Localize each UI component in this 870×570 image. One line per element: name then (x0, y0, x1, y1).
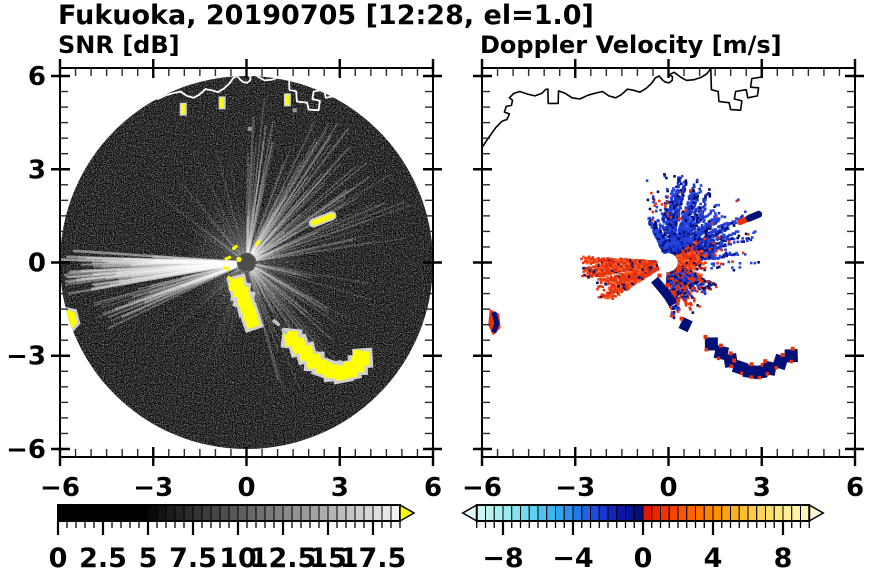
velocity-colorbar-label: −4 (552, 543, 593, 570)
snr-colorbar-label: 12.5 (250, 543, 317, 570)
snr-y-tick-label: 3 (28, 155, 46, 185)
velocity-axes: −6 −3 0 3 6 (462, 59, 864, 503)
snr-panel-title: SNR [dB] (58, 31, 180, 59)
snr-x-tick-label: 3 (331, 473, 349, 503)
velocity-colorbar-label: 4 (704, 543, 723, 570)
velocity-x-tick-label: −6 (462, 473, 502, 503)
snr-colorbar-label: 2.5 (79, 543, 127, 570)
snr-x-tick-label: 0 (237, 473, 255, 503)
velocity-colorbar-label: 8 (774, 543, 793, 570)
snr-x-tick-label: 6 (424, 473, 442, 503)
snr-axes: −6 −3 0 3 6 −6 −3 0 3 6 (6, 59, 442, 503)
velocity-colorbar: −8 −4 0 4 8 (461, 503, 825, 570)
velocity-panel (482, 68, 798, 380)
velocity-x-tick-label: −3 (555, 473, 595, 503)
velocity-colorbar-label: −8 (482, 543, 523, 570)
snr-panel (60, 76, 433, 449)
velocity-x-tick-label: 0 (659, 473, 677, 503)
snr-y-tick-label: −3 (6, 342, 46, 372)
snr-y-tick-label: 0 (28, 249, 46, 279)
snr-y-tick-label: −6 (6, 435, 46, 465)
snr-colorbar-label: 10 (219, 543, 257, 570)
snr-colorbar-label: 15 (309, 543, 347, 570)
snr-x-tick-label: −6 (40, 473, 80, 503)
velocity-x-tick-label: 6 (846, 473, 864, 503)
snr-colorbar-label: 17.5 (340, 543, 407, 570)
velocity-x-tick-label: 3 (753, 473, 771, 503)
snr-colorbar-label: 0 (49, 543, 68, 570)
snr-colorbar-label: 5 (139, 543, 158, 570)
figure-title: Fukuoka, 20190705 [12:28, el=1.0] (58, 0, 594, 31)
snr-colorbar-label: 7.5 (169, 543, 217, 570)
velocity-colorbar-label: 0 (634, 543, 653, 570)
snr-x-tick-label: −3 (133, 473, 173, 503)
velocity-panel-title: Doppler Velocity [m/s] (480, 31, 782, 59)
snr-y-tick-label: 6 (28, 62, 46, 92)
